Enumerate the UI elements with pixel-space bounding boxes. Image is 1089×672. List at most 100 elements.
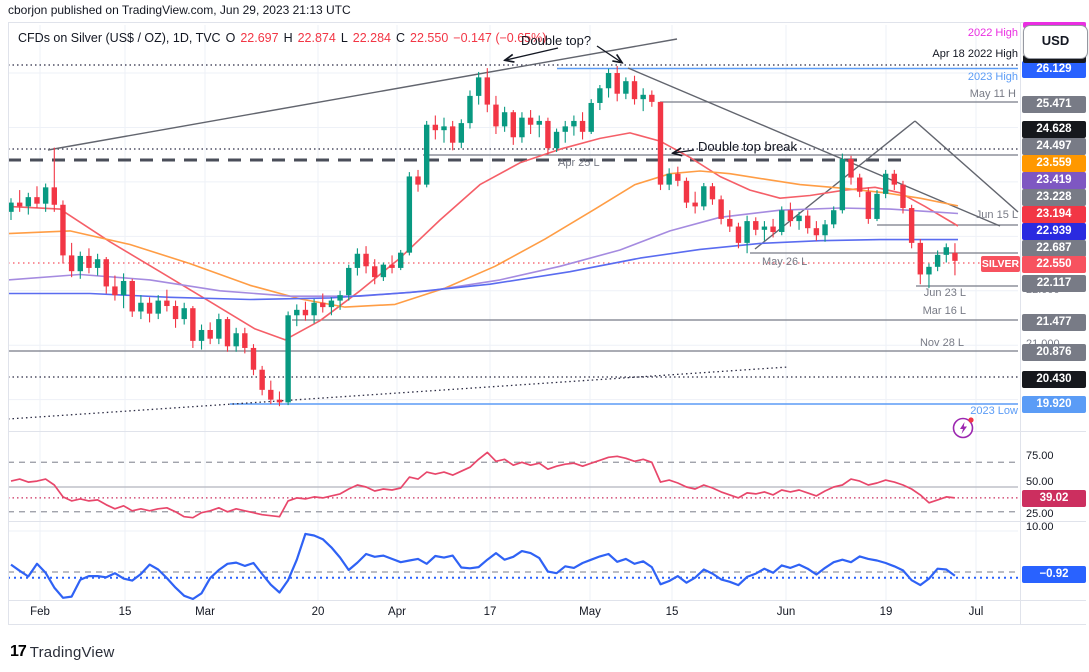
candle-body[interactable] [129,280,135,312]
candle-body[interactable] [865,191,872,219]
candle-body[interactable] [605,73,612,89]
candle-body[interactable] [553,131,560,149]
candle-body[interactable] [527,117,534,125]
candle-body[interactable] [198,329,205,341]
candle-body[interactable] [848,159,854,178]
ma-purple[interactable] [7,207,959,298]
candle-body[interactable] [475,77,482,96]
candle-body[interactable] [813,228,820,236]
symbol-legend[interactable]: CFDs on Silver (US$ / OZ), 1D, TVC O 22.69… [18,31,551,45]
double-top-annotation[interactable]: Double top? [521,33,592,48]
candle-body[interactable] [328,300,335,308]
candle-body[interactable] [164,300,170,307]
candle-body[interactable] [571,120,577,127]
reactions-lightning-icon[interactable] [952,416,975,439]
candle-body[interactable] [337,295,343,301]
candle-body[interactable] [597,88,603,103]
time-axis-tick[interactable]: 20 [311,606,325,618]
candle-body[interactable] [320,302,326,308]
time-axis-tick[interactable]: 17 [483,606,497,618]
candle-body[interactable] [536,120,542,125]
time-axis-tick[interactable]: Apr [388,606,406,618]
candle-body[interactable] [242,333,248,348]
candle-body[interactable] [423,124,430,185]
candle-body[interactable] [380,264,387,278]
candle-body[interactable] [77,255,83,272]
ma-orange[interactable] [7,170,959,308]
candle-body[interactable] [900,184,906,209]
candle-body[interactable] [805,215,811,229]
candle-body[interactable] [649,94,655,102]
candle-body[interactable] [735,226,742,243]
candle-body[interactable] [346,267,352,296]
candle-body[interactable] [822,224,828,236]
candle-body[interactable] [302,309,309,316]
candle-body[interactable] [623,81,629,94]
candle-body[interactable] [146,302,153,314]
candle-body[interactable] [42,187,49,204]
candle-body[interactable] [449,126,456,143]
candle-body[interactable] [138,302,144,312]
momentum-line[interactable] [10,532,956,601]
candle-body[interactable] [493,104,499,127]
candle-body[interactable] [891,173,898,185]
candle-body[interactable] [701,186,707,207]
candle-body[interactable] [276,399,283,403]
candle-body[interactable] [692,202,698,207]
candle-body[interactable] [588,102,594,132]
time-axis-tick[interactable]: 15 [118,606,132,618]
candle-body[interactable] [753,221,759,230]
candle-body[interactable] [68,255,75,272]
symbol-title[interactable]: CFDs on Silver (US$ / OZ), 1D, TVC [18,31,221,45]
candle-body[interactable] [432,124,439,131]
candle-body[interactable] [934,254,941,267]
price-axis-border[interactable] [1020,22,1021,625]
candle-body[interactable] [675,173,681,181]
time-axis-tick[interactable]: Jul [968,606,984,618]
candle-body[interactable] [510,112,516,138]
candle-body[interactable] [458,123,465,143]
candle-body[interactable] [120,280,127,296]
candle-body[interactable] [406,176,413,253]
candle-body[interactable] [770,226,776,232]
candle-body[interactable] [501,112,508,127]
candle-body[interactable] [16,202,23,207]
candle-body[interactable] [839,159,846,211]
candle-body[interactable] [683,180,690,203]
candle-body[interactable] [718,199,724,219]
currency-toggle-button[interactable]: USD [1023,25,1088,59]
candle-body[interactable] [294,309,300,316]
candle-body[interactable] [60,204,66,256]
candle-body[interactable] [640,94,646,100]
candle-body[interactable] [268,389,274,400]
candle-body[interactable] [103,259,109,287]
candle-body[interactable] [250,347,257,370]
time-axis-tick[interactable]: 19 [879,606,893,618]
candle-body[interactable] [787,210,794,222]
candle-body[interactable] [761,226,768,230]
candle-body[interactable] [666,173,672,185]
time-axis-tick[interactable]: 15 [665,606,679,618]
candle-body[interactable] [562,126,568,132]
candle-body[interactable] [779,210,785,232]
pane-divider-2[interactable] [8,521,1086,522]
candle-body[interactable] [441,126,447,131]
candle-body[interactable] [484,77,490,105]
candle-body[interactable] [796,215,802,222]
candle-body[interactable] [709,186,716,200]
candle-body[interactable] [614,73,620,94]
candle-body[interactable] [579,120,586,132]
candle-body[interactable] [908,208,915,243]
candle-body[interactable] [882,173,889,194]
candle-body[interactable] [519,117,525,138]
candle-body[interactable] [831,210,837,225]
candle-body[interactable] [233,333,239,347]
candle-body[interactable] [744,221,750,243]
candle-body[interactable] [224,319,231,347]
candle-body[interactable] [285,315,291,403]
candle-body[interactable] [363,253,369,267]
rsi-line[interactable] [10,451,955,519]
time-axis-tick[interactable]: May [579,606,601,618]
candle-body[interactable] [86,255,92,268]
candle-body[interactable] [34,197,40,204]
